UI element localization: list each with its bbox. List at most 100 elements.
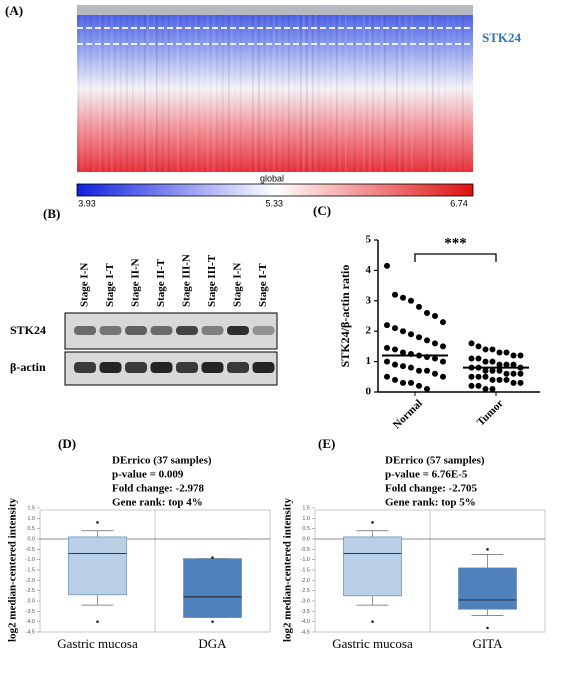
streak <box>189 15 191 172</box>
point <box>482 385 489 392</box>
point <box>392 361 398 368</box>
streak <box>207 15 209 172</box>
box <box>183 558 242 618</box>
point <box>475 373 482 380</box>
point <box>440 343 446 350</box>
streak <box>111 15 113 172</box>
flier <box>211 620 214 623</box>
lane-label: Stage II-N <box>130 258 142 307</box>
y-tick-label: -4.5 <box>301 629 310 635</box>
point <box>482 373 489 380</box>
streak <box>348 15 350 172</box>
streak <box>273 15 275 172</box>
blot-row-label: β-actin <box>10 360 46 374</box>
streak <box>366 15 368 172</box>
streak <box>276 15 278 172</box>
streak <box>243 15 245 172</box>
streak <box>459 15 461 172</box>
point <box>384 262 390 269</box>
y-tick-label: -1.5 <box>26 567 35 573</box>
streak <box>447 15 449 172</box>
y-tick-label: -2.0 <box>301 578 310 584</box>
band <box>227 326 249 335</box>
streak <box>129 15 131 172</box>
streak <box>363 15 365 172</box>
point <box>489 367 496 374</box>
y-tick-label: 5 <box>366 234 372 246</box>
colorbar-label: global <box>260 173 284 183</box>
x-tick-label: Tumor <box>475 397 506 428</box>
streak <box>285 15 287 172</box>
heatmap <box>77 5 473 172</box>
streak <box>123 15 125 172</box>
box <box>458 567 517 610</box>
y-tick-label: -3.5 <box>26 609 35 615</box>
point <box>489 346 496 353</box>
panel-label: (C) <box>313 203 331 218</box>
point <box>392 376 398 383</box>
band <box>74 362 96 373</box>
annotation-line: Fold change: -2.978 <box>112 483 204 495</box>
flier <box>211 556 214 559</box>
streak <box>306 15 308 172</box>
streak <box>213 15 215 172</box>
point <box>400 363 406 370</box>
box <box>343 536 402 597</box>
point <box>517 370 524 377</box>
point <box>510 379 517 386</box>
band <box>125 362 147 373</box>
streak <box>300 15 302 172</box>
streak <box>126 15 128 172</box>
y-tick-label: 0 <box>366 386 372 398</box>
point <box>489 385 496 392</box>
streak <box>228 15 230 172</box>
streak <box>225 15 227 172</box>
streak <box>360 15 362 172</box>
streak <box>411 15 413 172</box>
band <box>176 326 198 335</box>
streak <box>309 15 311 172</box>
y-tick-label: -2.5 <box>301 588 310 594</box>
streak <box>177 15 179 172</box>
annotation-line: DErrico (57 samples) <box>385 455 485 467</box>
point <box>503 376 510 383</box>
point <box>475 382 482 389</box>
x-tick-label: Gastric mucosa <box>57 636 138 651</box>
point <box>416 334 422 341</box>
point <box>482 367 489 374</box>
streak <box>387 15 389 172</box>
streak <box>342 15 344 172</box>
x-tick-label: GITA <box>472 636 503 651</box>
streak <box>171 15 173 172</box>
point <box>482 346 489 353</box>
point <box>496 361 503 368</box>
y-axis-label: log2 median-centered intensity <box>7 498 19 643</box>
streak <box>114 15 116 172</box>
streak <box>471 15 473 172</box>
y-tick-label: 0.5 <box>27 526 35 532</box>
point <box>400 349 406 356</box>
y-tick-label: -4.0 <box>301 619 310 625</box>
lane-label: Stage I-N <box>79 263 91 307</box>
streak <box>303 15 305 172</box>
flier <box>371 620 374 623</box>
lane-label: Stage III-N <box>181 254 193 307</box>
point <box>392 325 398 332</box>
streak <box>165 15 167 172</box>
lane-label: Stage I-N <box>232 263 244 307</box>
point <box>440 373 446 380</box>
point <box>384 373 390 380</box>
streak <box>315 15 317 172</box>
streak <box>312 15 314 172</box>
streak <box>318 15 320 172</box>
y-tick-label: 1.5 <box>302 505 310 511</box>
point <box>392 346 398 353</box>
annotation-line: Fold change: -2.705 <box>385 483 477 495</box>
streak <box>210 15 212 172</box>
y-tick-label: -4.0 <box>26 619 35 625</box>
streak <box>402 15 404 172</box>
point <box>384 344 390 351</box>
y-tick-label: 1.5 <box>27 505 35 511</box>
flier <box>96 521 99 524</box>
